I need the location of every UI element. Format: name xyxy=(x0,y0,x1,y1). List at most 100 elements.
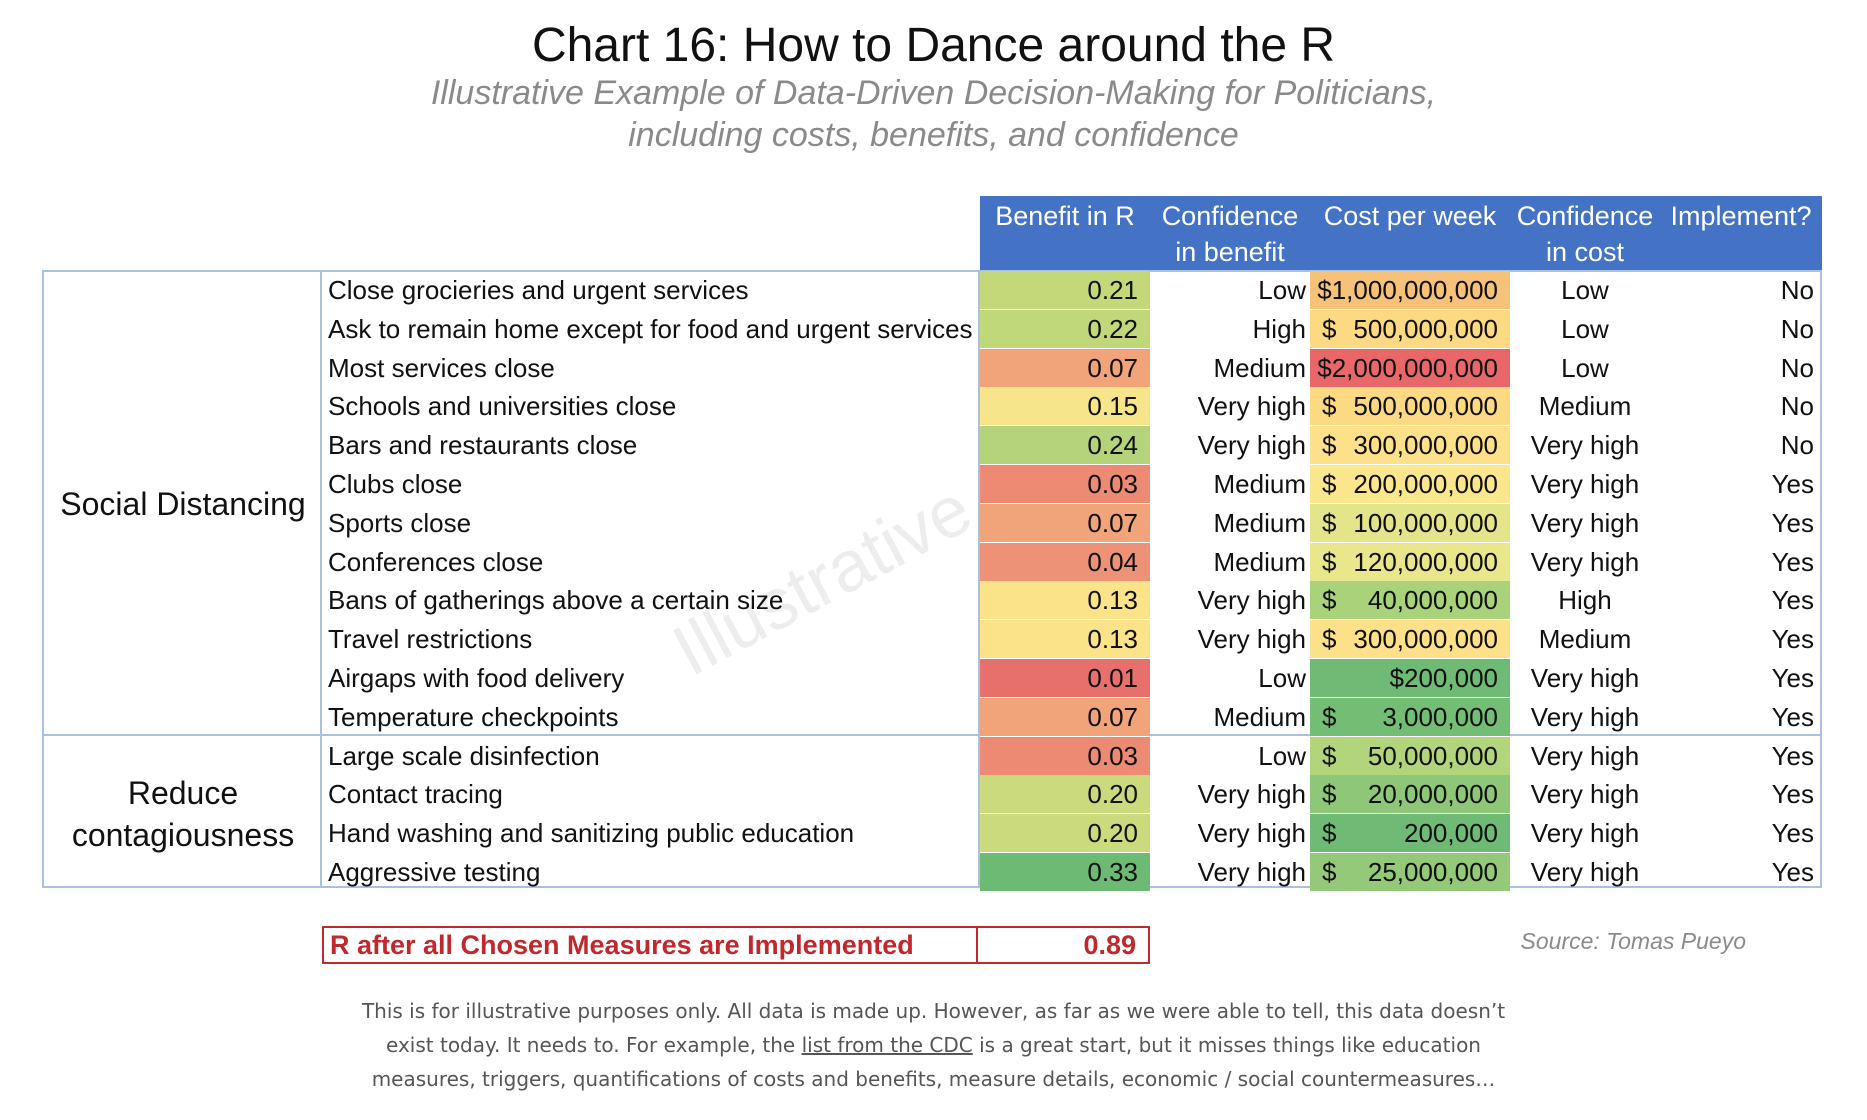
confidence-cost-cell: Very high xyxy=(1530,857,1640,887)
benefit-cell: 0.20 xyxy=(980,775,1150,813)
chart-subtitle-line2: including costs, benefits, and confidenc… xyxy=(628,116,1239,154)
implement-cell: Yes xyxy=(1771,702,1814,732)
implement-cell: Yes xyxy=(1771,857,1814,887)
confidence-cost-cell: Very high xyxy=(1530,779,1640,809)
measure-label: Large scale disinfection xyxy=(328,741,600,771)
cost-cell: $1,000,000,000 xyxy=(1310,271,1510,309)
cdc-list-link[interactable]: list from the CDC xyxy=(801,1033,973,1057)
cost-cell: $25,000,000 xyxy=(1310,853,1510,891)
confidence-cost-cell: Low xyxy=(1561,275,1609,305)
header-confidence-in-cost-line1: Confidence xyxy=(1516,201,1654,231)
measure-label: Conferences close xyxy=(328,547,544,577)
cost-currency: $ xyxy=(1322,314,1337,344)
measure-label: Schools and universities close xyxy=(328,391,677,421)
cost-cell: $200,000 xyxy=(1310,659,1510,697)
header-confidence-in-cost-line2: in cost xyxy=(1545,237,1625,267)
implement-cell: Yes xyxy=(1771,741,1814,771)
confidence-cost-cell: Very high xyxy=(1530,547,1640,577)
cost-amount: 100,000,000 xyxy=(1353,508,1498,538)
cost-currency: $ xyxy=(1322,585,1337,615)
cost-amount: $1,000,000,000 xyxy=(1317,275,1498,305)
implement-cell: Yes xyxy=(1771,547,1814,577)
confidence-cost-cell: Low xyxy=(1561,314,1609,344)
measure-label: Hand washing and sanitizing public educa… xyxy=(328,818,855,848)
summary-label: R after all Chosen Measures are Implemen… xyxy=(322,926,978,964)
measure-label: Clubs close xyxy=(328,469,463,499)
confidence-cost-cell: Very high xyxy=(1530,818,1640,848)
measure-label: Aggressive testing xyxy=(328,857,541,887)
benefit-cell: 0.07 xyxy=(980,698,1150,736)
confidence-benefit-cell: Medium xyxy=(1213,353,1306,383)
benefit-cell: 0.33 xyxy=(980,853,1150,891)
footnote-line2: exist today. It needs to. For example, t… xyxy=(0,1028,1867,1062)
confidence-cost-cell: Very high xyxy=(1530,430,1640,460)
benefit-cell: 0.07 xyxy=(980,349,1150,387)
implement-cell: Yes xyxy=(1771,779,1814,809)
confidence-benefit-cell: Low xyxy=(1258,275,1306,305)
cost-amount: $2,000,000,000 xyxy=(1317,353,1498,383)
header-benefit-in-r: Benefit in R xyxy=(980,196,1150,270)
implement-cell: No xyxy=(1780,314,1814,344)
confidence-cost-cell: Very high xyxy=(1530,663,1640,693)
measure-label: Bars and restaurants close xyxy=(328,430,638,460)
header-benefit-in-r-line1: Benefit in R xyxy=(995,201,1135,231)
cost-cell: $120,000,000 xyxy=(1310,543,1510,581)
header-cost-per-week-line1: Cost per week xyxy=(1323,201,1497,231)
table-frame xyxy=(42,270,1822,888)
group-divider-vertical xyxy=(320,270,322,888)
cost-currency: $ xyxy=(1322,430,1337,460)
benefit-cell: 0.22 xyxy=(980,310,1150,348)
cost-cell: $3,000,000 xyxy=(1310,698,1510,736)
cost-cell: $500,000,000 xyxy=(1310,310,1510,348)
cost-amount: 200,000,000 xyxy=(1353,469,1498,499)
implement-cell: No xyxy=(1780,430,1814,460)
implement-cell: Yes xyxy=(1771,818,1814,848)
confidence-benefit-cell: Very high xyxy=(1197,624,1306,654)
footnote-line2-after: is a great start, but it misses things l… xyxy=(972,1033,1481,1057)
cost-cell: $2,000,000,000 xyxy=(1310,349,1510,387)
confidence-benefit-cell: High xyxy=(1252,314,1306,344)
cost-cell: $300,000,000 xyxy=(1310,426,1510,464)
confidence-benefit-cell: Very high xyxy=(1197,779,1306,809)
confidence-benefit-cell: Medium xyxy=(1213,702,1306,732)
confidence-benefit-cell: Very high xyxy=(1197,430,1306,460)
header-cost-per-week: Cost per week xyxy=(1310,196,1510,270)
implement-cell: Yes xyxy=(1771,624,1814,654)
cost-amount: 50,000,000 xyxy=(1367,741,1498,771)
cost-cell: $50,000,000 xyxy=(1310,737,1510,775)
cost-amount: $200,000 xyxy=(1389,663,1498,693)
cost-currency: $ xyxy=(1322,857,1337,887)
confidence-cost-cell: Very high xyxy=(1530,702,1640,732)
header-confidence-in-benefit-line2: in benefit xyxy=(1175,237,1285,267)
implement-cell: No xyxy=(1780,391,1814,421)
cost-currency: $ xyxy=(1322,547,1337,577)
benefit-cell: 0.13 xyxy=(980,620,1150,658)
benefit-cell: 0.15 xyxy=(980,387,1150,425)
confidence-benefit-cell: Low xyxy=(1258,663,1306,693)
footnote-line2-before: exist today. It needs to. For example, t… xyxy=(386,1033,802,1057)
implement-cell: Yes xyxy=(1771,469,1814,499)
cost-currency: $ xyxy=(1322,391,1337,421)
confidence-benefit-cell: Medium xyxy=(1213,508,1306,538)
footnote-line1: This is for illustrative purposes only. … xyxy=(361,999,1506,1023)
confidence-benefit-cell: Very high xyxy=(1197,391,1306,421)
header-confidence-in-cost: Confidence in cost xyxy=(1510,196,1660,270)
confidence-benefit-cell: Low xyxy=(1258,741,1306,771)
group-divider-horizontal xyxy=(42,734,1822,736)
cost-amount: 300,000,000 xyxy=(1353,624,1498,654)
confidence-benefit-cell: Very high xyxy=(1197,857,1306,887)
group-label-line: Social Distancing xyxy=(60,486,306,522)
cost-cell: $200,000 xyxy=(1310,814,1510,852)
cost-cell: $300,000,000 xyxy=(1310,620,1510,658)
cost-cell: $40,000,000 xyxy=(1310,581,1510,619)
measure-label: Contact tracing xyxy=(328,779,503,809)
measure-label: Travel restrictions xyxy=(328,624,533,654)
benefit-cell: 0.13 xyxy=(980,581,1150,619)
group-label: Reduce contagiousness xyxy=(44,772,322,856)
header-implement: Implement? xyxy=(1660,196,1822,270)
group-label-line: Reduce xyxy=(127,775,239,811)
cost-cell: $500,000,000 xyxy=(1310,387,1510,425)
cost-cell: $200,000,000 xyxy=(1310,465,1510,503)
benefit-cell: 0.20 xyxy=(980,814,1150,852)
cost-currency: $ xyxy=(1322,624,1337,654)
